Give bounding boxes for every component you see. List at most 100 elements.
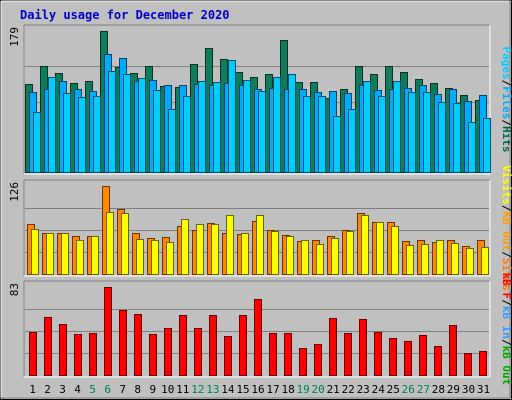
chart-title: Daily usage for December 2020 [20,8,230,22]
x-tick-label-day-18: 18 [281,383,294,396]
x-tick-label-day-9: 9 [149,383,156,396]
bar-visits-day-13 [211,224,219,275]
bar-kb-f-day-26 [404,341,412,376]
x-tick-label-day-8: 8 [134,383,141,396]
x-tick-label-day-11: 11 [176,383,189,396]
bar-pages-day-20 [318,96,326,173]
bar-kb-f-day-27 [419,335,427,376]
bar-visits-day-24 [376,222,384,275]
bar-pages-day-26 [408,92,416,173]
side-legend-segment: kB In [500,306,512,339]
x-tick-label-day-20: 20 [311,383,324,396]
bar-pages-day-10 [168,109,176,173]
side-legend-segment: Sites [500,258,512,291]
bar-visits-day-16 [256,215,264,275]
x-tick-label-day-24: 24 [372,383,386,396]
x-tick-label-day-6: 6 [104,383,111,396]
side-legend-segment: / [500,80,512,87]
bar-kb-f-day-18 [284,333,292,376]
bar-pages-day-13 [213,82,221,173]
y-max-label-bottom: 83 [8,283,21,296]
x-tick-label-day-3: 3 [59,383,66,396]
side-legend-segment: / [500,299,512,306]
bar-pages-day-22 [348,109,356,173]
bar-kb-f-day-19 [299,348,307,376]
bar-pages-day-21 [333,116,341,173]
bar-kb-f-day-20 [314,344,322,376]
x-tick-label-day-16: 16 [251,383,264,396]
y-max-label-top: 179 [8,27,21,47]
bar-pages-day-15 [243,80,251,173]
bar-kb-f-day-6 [104,287,112,376]
bar-visits-day-31 [481,247,489,275]
bar-visits-day-3 [61,233,69,275]
side-legend-top: Pages/Files/Hits [500,47,512,153]
panel-middle: 126 Visits/KB Out/Sites [8,165,512,291]
x-tick-label-day-12: 12 [191,383,204,396]
bar-pages-day-5 [93,96,101,173]
bar-visits-day-27 [421,244,429,275]
bar-kb-f-day-8 [134,314,142,376]
bar-visits-day-29 [451,243,459,275]
bar-pages-day-27 [423,92,431,173]
bar-visits-day-2 [46,233,54,275]
side-legend-segment: / [500,339,512,346]
bar-visits-day-5 [91,236,99,275]
series-pages [33,60,491,173]
side-legend-segment: KB Out [500,211,512,251]
side-legend-segment: kB Out [500,346,512,386]
bar-pages-day-29 [453,103,461,173]
bar-pages-day-14 [228,60,236,173]
bar-visits-day-20 [316,244,324,275]
bar-visits-day-10 [166,242,174,275]
bar-pages-day-7 [123,74,131,173]
x-tick-label-day-26: 26 [402,383,415,396]
bar-kb-f-day-7 [119,310,127,376]
bar-kb-f-day-13 [209,315,217,376]
bar-pages-day-17 [273,77,281,173]
bar-pages-day-3 [63,93,71,173]
x-tick-label-day-29: 29 [447,383,460,396]
side-legend-segment: Files [500,86,512,119]
side-legend-segment: Hits [500,126,512,153]
side-legend-segment: Visits [500,165,512,205]
bar-visits-day-11 [181,219,189,275]
x-axis-day-labels: 1 2 3 4 5 6 7 8 9 10 11 12 13 14 15 16 17 18 19 20 21 22 23 24 2… [29,383,490,396]
bar-kb-f-day-9 [149,334,157,376]
bar-visits-day-6 [106,212,114,275]
bar-pages-day-6 [108,71,116,173]
bar-kb-f-day-23 [359,319,367,376]
bar-kb-f-day-2 [44,317,52,376]
bar-kb-f-day-25 [389,338,397,376]
x-tick-label-day-7: 7 [119,383,126,396]
bar-kb-f-day-10 [164,328,172,376]
bar-pages-day-12 [198,81,206,173]
bar-kb-f-day-4 [74,334,82,376]
bar-kb-f-day-17 [269,333,277,376]
bar-visits-day-21 [331,238,339,275]
x-tick-label-day-10: 10 [161,383,174,396]
bar-visits-day-14 [226,215,234,275]
bar-pages-day-2 [48,77,56,173]
x-tick-label-day-15: 15 [236,383,249,396]
bar-visits-day-28 [436,240,444,275]
bar-visits-day-25 [391,226,399,275]
bar-visits-day-30 [466,248,474,275]
bar-kb-f-day-11 [179,315,187,376]
side-legend-segment: / [500,251,512,258]
bar-visits-day-17 [271,231,279,275]
x-tick-label-day-23: 23 [357,383,370,396]
y-max-label-middle: 126 [8,182,21,202]
bar-visits-day-12 [196,224,204,275]
bar-visits-day-19 [301,240,309,275]
side-legend-bottom: kB F/kB In/kB Out [500,273,512,386]
x-tick-label-day-1: 1 [29,383,36,396]
bar-kb-f-day-1 [29,332,37,376]
bar-visits-day-23 [361,215,369,275]
bar-kb-f-day-15 [239,315,247,376]
bar-pages-day-4 [78,97,86,173]
x-tick-label-day-2: 2 [44,383,51,396]
